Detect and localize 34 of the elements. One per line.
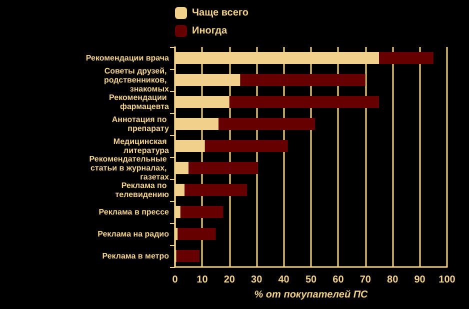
bar [218,118,316,130]
legend-label: Иногда [192,26,228,36]
x-tick-label: 50 [305,274,317,286]
y-tick-label: Рекомендации врача [86,54,170,62]
legend-label: Чаще всего [192,8,249,18]
y-tick-label: Рекомендации фармацевта [109,93,170,111]
bar [188,162,258,174]
bar [379,52,434,64]
y-tick-label: Реклама по телевидению [115,181,170,199]
bar [229,96,379,108]
bar [204,140,288,152]
bar [176,250,200,262]
x-tick-label: 10 [196,274,208,286]
x-tick-label: 0 [172,274,178,286]
bar [240,74,366,86]
x-tick-label: 30 [251,274,263,286]
y-tick-label: Аннотация по препарату [112,115,170,133]
x-tick-label: 90 [414,274,426,286]
y-tick-label: Реклама на радио [98,230,170,238]
bar [178,228,216,240]
x-tick-label: 40 [278,274,290,286]
y-tick-label: Рекомендательные статьи в журналах, газетах [89,154,170,182]
x-tick-label: 60 [332,274,344,286]
y-tick-label: Реклама в метро [102,252,170,260]
y-tick-label: Советы друзей, родственников, знакомых [104,66,170,94]
bar [180,206,224,218]
x-axis-title: % от покупателей ПС [254,289,369,300]
x-tick-label: 70 [360,274,372,286]
x-tick-label: 80 [387,274,399,286]
bar [184,184,248,196]
y-tick-label: Медицинская литература [113,137,170,155]
x-tick-label: 100 [438,274,456,286]
y-tick-label: Реклама в прессе [98,208,170,216]
x-tick-label: 20 [224,274,236,286]
